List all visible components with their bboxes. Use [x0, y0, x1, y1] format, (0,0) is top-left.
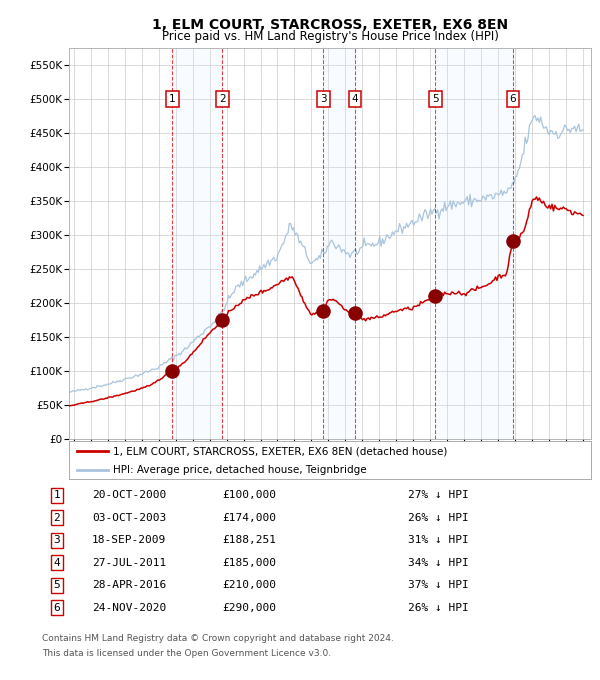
Text: 4: 4 — [352, 94, 358, 103]
Text: 24-NOV-2020: 24-NOV-2020 — [92, 602, 166, 613]
Text: 27% ↓ HPI: 27% ↓ HPI — [407, 490, 469, 500]
Text: Contains HM Land Registry data © Crown copyright and database right 2024.: Contains HM Land Registry data © Crown c… — [42, 634, 394, 643]
Text: 6: 6 — [510, 94, 517, 103]
Text: 1: 1 — [53, 490, 61, 500]
Text: 27-JUL-2011: 27-JUL-2011 — [92, 558, 166, 568]
Point — [350, 307, 360, 318]
Text: 26% ↓ HPI: 26% ↓ HPI — [407, 513, 469, 523]
Text: 1, ELM COURT, STARCROSS, EXETER, EX6 8EN (detached house): 1, ELM COURT, STARCROSS, EXETER, EX6 8EN… — [113, 447, 448, 456]
Text: 34% ↓ HPI: 34% ↓ HPI — [407, 558, 469, 568]
Text: 6: 6 — [53, 602, 61, 613]
Text: This data is licensed under the Open Government Licence v3.0.: This data is licensed under the Open Gov… — [42, 649, 331, 658]
Point — [431, 290, 440, 301]
Text: 18-SEP-2009: 18-SEP-2009 — [92, 535, 166, 545]
Text: 5: 5 — [53, 580, 61, 590]
Text: 37% ↓ HPI: 37% ↓ HPI — [407, 580, 469, 590]
Text: HPI: Average price, detached house, Teignbridge: HPI: Average price, detached house, Teig… — [113, 464, 367, 475]
Text: 3: 3 — [320, 94, 327, 103]
Text: £188,251: £188,251 — [222, 535, 276, 545]
Text: 2: 2 — [53, 513, 61, 523]
Text: £100,000: £100,000 — [222, 490, 276, 500]
Text: Price paid vs. HM Land Registry's House Price Index (HPI): Price paid vs. HM Land Registry's House … — [161, 30, 499, 43]
Text: 1: 1 — [169, 94, 176, 103]
Text: 03-OCT-2003: 03-OCT-2003 — [92, 513, 166, 523]
Bar — [436, 48, 513, 439]
Text: 26% ↓ HPI: 26% ↓ HPI — [407, 602, 469, 613]
Point — [319, 305, 328, 316]
Text: £210,000: £210,000 — [222, 580, 276, 590]
Bar — [323, 48, 355, 439]
Point — [508, 236, 518, 247]
Point — [218, 315, 227, 326]
Text: £185,000: £185,000 — [222, 558, 276, 568]
Text: 20-OCT-2000: 20-OCT-2000 — [92, 490, 166, 500]
Text: 4: 4 — [53, 558, 61, 568]
Text: 3: 3 — [53, 535, 61, 545]
Text: 31% ↓ HPI: 31% ↓ HPI — [407, 535, 469, 545]
Text: £290,000: £290,000 — [222, 602, 276, 613]
Text: 1, ELM COURT, STARCROSS, EXETER, EX6 8EN: 1, ELM COURT, STARCROSS, EXETER, EX6 8EN — [152, 18, 508, 32]
Text: 5: 5 — [432, 94, 439, 103]
Bar — [172, 48, 223, 439]
Text: 2: 2 — [219, 94, 226, 103]
Point — [167, 365, 177, 376]
Text: 28-APR-2016: 28-APR-2016 — [92, 580, 166, 590]
Text: £174,000: £174,000 — [222, 513, 276, 523]
